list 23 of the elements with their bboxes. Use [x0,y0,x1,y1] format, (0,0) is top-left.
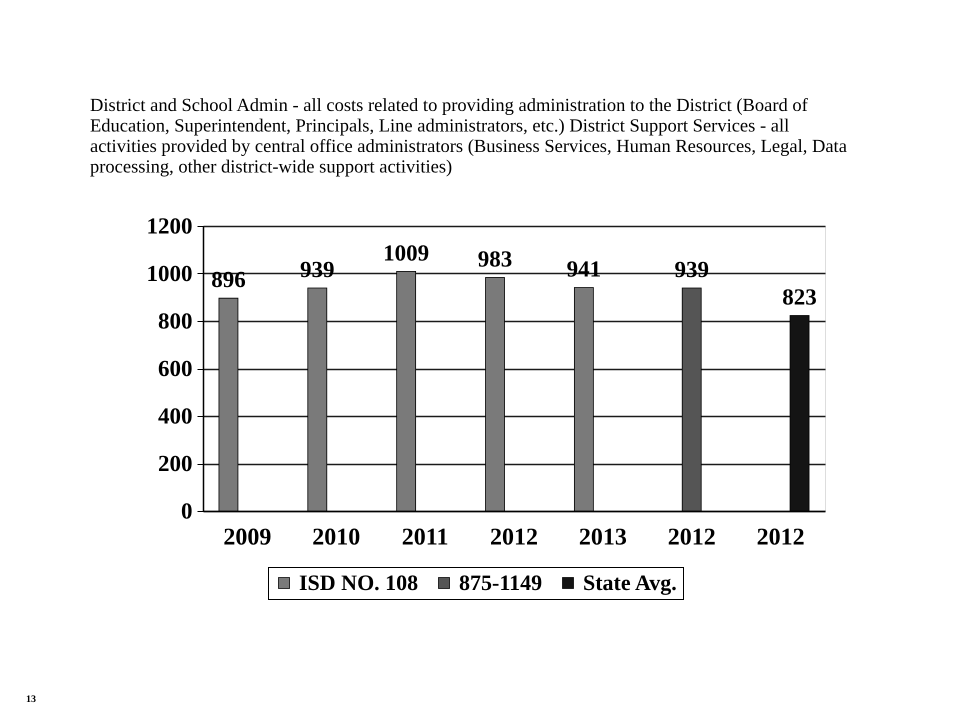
x-tick-label: 2009 [223,524,272,550]
x-tick-label: 2012 [756,524,805,550]
legend-label: State Avg. [583,570,677,595]
x-tick-label: 2012 [490,524,538,550]
data-label: 896 [211,267,246,292]
y-tick-label: 1000 [146,261,192,286]
y-tick-label: 600 [158,356,192,381]
y-tick-label: 1200 [146,214,192,238]
legend-label: ISD NO. 108 [299,570,418,595]
y-tick-label: 400 [158,404,192,428]
x-tick-label: 2013 [578,524,627,550]
x-tick-label: 2010 [312,524,360,550]
data-label: 983 [478,246,512,272]
data-label: 823 [782,284,817,310]
x-tick-label: 2012 [668,524,716,550]
legend-label: 875-1149 [459,570,542,595]
data-label: 1009 [383,240,430,266]
text: 13 [26,694,36,705]
x-tick-label: 2011 [402,524,448,550]
y-tick-label: 200 [158,451,192,476]
chart-subtitle: District and School Admin - all costs related to providing administration to the District (Board of Education, Superintendent, Principals, Line administrators, etc.) District Support Services - all activities provided by central office administrators (Business Services, Human Resources, Legal, Data processing, other district-wide support activities) [90,96,847,178]
y-tick-label: 0 [181,498,192,524]
y-tick-label: 800 [158,308,192,334]
